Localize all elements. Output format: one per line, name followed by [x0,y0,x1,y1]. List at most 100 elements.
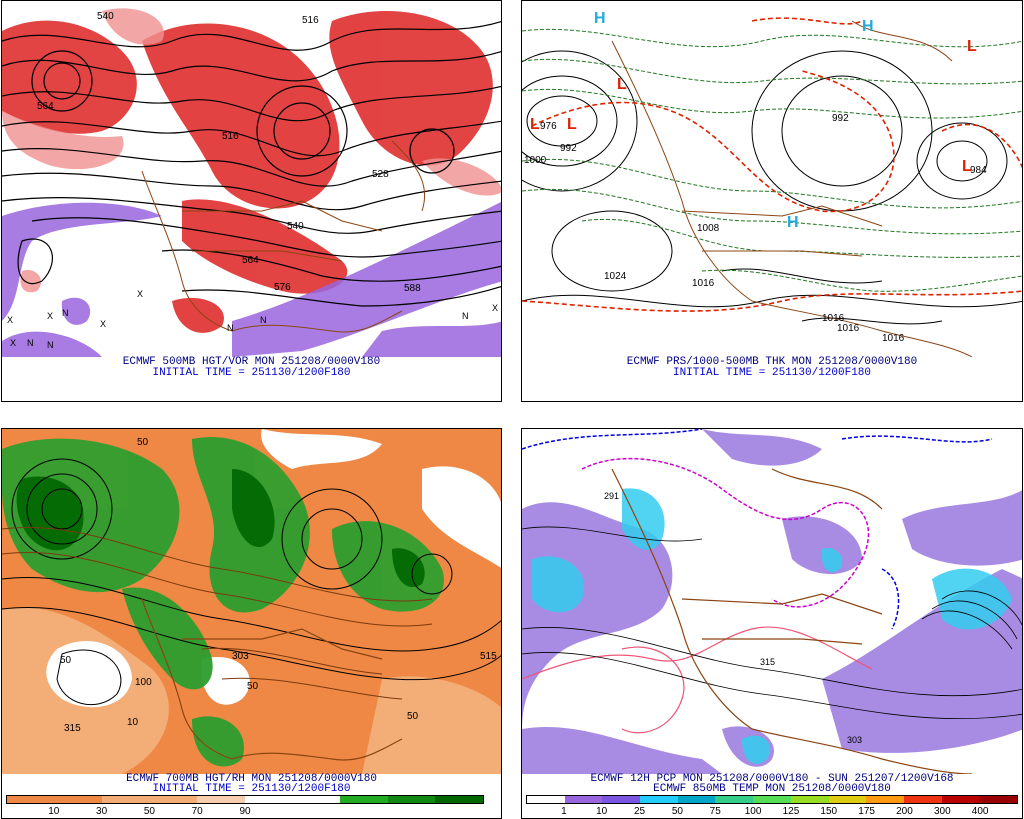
colorbar-tick-label: 70 [191,806,203,817]
colorbar-swatch [54,796,103,803]
colorbar-tick-label: 90 [239,806,251,817]
vorticity-light [2,8,501,293]
svg-text:L: L [530,116,540,133]
vorticity-negative [2,201,501,357]
svg-text:540: 540 [287,221,304,232]
colorbar-swatch [753,796,791,803]
svg-text:H: H [862,18,874,35]
svg-text:516: 516 [222,131,239,142]
svg-text:1016: 1016 [882,333,905,344]
colorbar-tick-label: 75 [709,806,721,817]
svg-text:N: N [260,315,267,325]
thickness-red-contours [522,17,1022,312]
colorbar-swatch [715,796,754,803]
geo-borders [611,468,973,774]
caption-line2: INITIAL TIME = 251130/1200F180 [672,367,872,379]
svg-text:N: N [462,311,469,321]
svg-text:L: L [962,158,972,175]
colorbar-tick-label: 50 [143,806,155,817]
svg-text:X: X [492,303,498,313]
caption-line1: ECMWF 12H PCP MON 251208/0000V180 - SUN … [590,773,954,785]
rh-map: 50 100 315 10 303 50 50 515 50 [2,429,501,774]
svg-text:976: 976 [540,121,557,132]
svg-text:564: 564 [37,101,54,112]
svg-text:X: X [7,315,13,325]
geo-borders [141,140,426,333]
panel-pressure-thickness: 976 992 1000 1024 1016 1008 992 984 1016… [521,0,1023,402]
svg-text:1024: 1024 [604,271,627,282]
height-contours [2,458,501,706]
svg-text:N: N [27,338,34,348]
colorbar-tick-label: 400 [971,806,989,817]
svg-text:L: L [567,116,577,133]
svg-text:303: 303 [232,651,249,662]
precip-colorbar [526,795,1018,804]
svg-text:H: H [787,214,799,231]
colorbar-swatch [941,796,980,803]
vorticity-map: 540 564 516 540 564 576 588 516 528 X N … [2,1,501,357]
colorbar-swatch [387,796,436,803]
svg-text:1016: 1016 [837,323,860,334]
colorbar-tick-label: 200 [896,806,913,817]
colorbar-tick-label: 30 [96,806,108,817]
colorbar-swatch [677,796,716,803]
svg-text:50: 50 [137,437,149,448]
svg-text:564: 564 [242,255,259,266]
temp-blue-contour [522,429,993,630]
svg-text:50: 50 [247,681,259,692]
svg-text:315: 315 [760,657,775,667]
geo-borders [611,20,973,357]
caption-line1: ECMWF 500MB HGT/VOR MON 251208/0000V180 [122,356,381,368]
svg-text:315: 315 [64,723,81,734]
svg-text:984: 984 [970,165,987,176]
colorbar-tick-label: 125 [782,806,800,817]
panel-precip-850temp: 315 303 291 ECMWF 12H PCP MON 251208/000… [521,428,1023,819]
caption-line2: ECMWF 850MB TEMP MON 251208/0000V180 [653,783,891,795]
panel-700mb-rh: 50 100 315 10 303 50 50 515 50 ECMWF 700… [1,428,502,819]
colorbar-tick-label: 150 [820,806,838,817]
colorbar-swatch [149,796,198,803]
colorbar-swatch [435,796,483,803]
svg-text:515: 515 [480,651,497,662]
svg-text:540: 540 [97,11,114,22]
colorbar-swatch [903,796,942,803]
max-min-marks: X N X N X N N X N X X N [7,289,498,350]
precip-cyan [532,488,1012,764]
contour-labels: 540 564 516 540 564 576 588 516 528 [37,11,421,294]
temp-labels: 315 303 291 [604,491,862,745]
caption-line2: INITIAL TIME = 251130/1200F180 [152,783,351,795]
colorbar-swatch [640,796,678,803]
svg-text:10: 10 [127,717,139,728]
svg-text:588: 588 [404,283,421,294]
height-contours [2,20,501,307]
temp-contours [522,526,1022,720]
rh-colorbar-ticks: 10 30 50 70 90 [6,806,484,818]
rh-dark-green [16,469,425,588]
svg-text:X: X [137,289,143,299]
svg-text:50: 50 [60,655,72,666]
rh-white [46,429,501,708]
svg-text:50: 50 [407,711,419,722]
svg-text:992: 992 [560,143,577,154]
panel-500mb-vorticity: 540 564 516 540 564 576 588 516 528 X N … [1,0,502,402]
colorbar-swatch [979,796,1017,803]
colorbar-swatch [602,796,641,803]
svg-text:L: L [967,38,977,55]
caption-line2: INITIAL TIME = 251130/1200F180 [152,367,351,379]
svg-text:100: 100 [135,677,152,688]
svg-text:303: 303 [847,735,862,745]
precip-colorbar-ticks: 1 10 25 50 75 100 125 150 175 200 300 400 [526,806,1018,818]
colorbar-tick-label: 10 [48,806,60,817]
svg-text:291: 291 [604,491,619,501]
colorbar-tick-label: 10 [596,806,608,817]
colorbar-tick-label: 50 [671,806,683,817]
colorbar-tick-label: 1 [561,806,567,817]
temp-magenta-contour [581,457,870,608]
colorbar-tick-label: 100 [744,806,762,817]
colorbar-tick-label: 175 [858,806,875,817]
precip-map: 315 303 291 [522,429,1022,774]
svg-text:1016: 1016 [692,278,715,289]
svg-text:576: 576 [274,282,291,293]
colorbar-swatch [340,796,388,803]
svg-text:1008: 1008 [697,223,720,234]
